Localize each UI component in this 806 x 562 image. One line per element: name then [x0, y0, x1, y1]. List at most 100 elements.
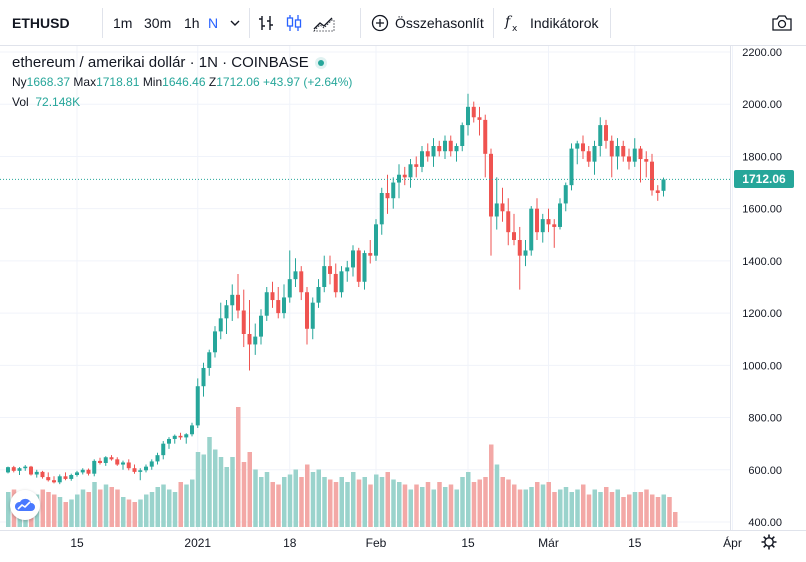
close-label: Z — [208, 75, 217, 89]
volume-bar — [259, 477, 264, 527]
area-chart-icon — [313, 17, 335, 32]
candle-body — [224, 305, 229, 319]
candle-body — [270, 292, 275, 301]
candle-body — [420, 151, 424, 167]
volume-bar — [448, 484, 454, 527]
time-tick-label: Ápr — [723, 535, 742, 550]
interval-30m-button[interactable]: 30m — [144, 15, 172, 31]
candle-body — [627, 156, 631, 162]
candle-body — [408, 164, 413, 178]
volume-bar — [466, 472, 471, 527]
candles-icon — [286, 15, 302, 31]
volume-bar — [264, 472, 270, 527]
toolbar-divider — [493, 8, 494, 38]
volume-legend: Vol 72.148K — [12, 95, 352, 109]
chart-legend: ethereum / amerikai dollár · 1N · COINBA… — [12, 54, 352, 109]
candle-body — [333, 273, 338, 293]
volume-bar — [351, 472, 356, 527]
low-label: Min — [142, 75, 163, 89]
candle-body — [558, 203, 562, 227]
volume-bar — [425, 482, 431, 527]
candle-body — [23, 466, 28, 469]
toolbar-divider — [610, 8, 611, 38]
candle-body — [368, 253, 373, 256]
candle-body — [236, 294, 240, 311]
volume-bar — [644, 489, 649, 527]
symbol-search-button[interactable]: ETHUSD — [12, 15, 70, 31]
interval-day-button[interactable]: N — [208, 15, 219, 31]
volume-bar — [598, 492, 603, 527]
price-tick-label: 1200.00 — [742, 308, 782, 320]
candle-body — [356, 250, 361, 282]
candle-body — [282, 297, 286, 314]
candle-body — [259, 315, 263, 337]
volume-bar — [333, 482, 339, 527]
candle-body — [477, 117, 482, 120]
volume-bar — [149, 492, 155, 527]
volume-bar — [609, 492, 615, 527]
volume-bar — [126, 499, 132, 527]
volume-bar — [661, 494, 666, 527]
volume-bar — [368, 484, 373, 527]
tradingview-logo[interactable] — [10, 490, 40, 520]
candle-body — [339, 271, 344, 293]
candle-body — [661, 179, 666, 191]
candle-body — [310, 302, 315, 329]
candle-body — [98, 460, 102, 463]
candle-body — [615, 146, 620, 157]
volume-bar — [305, 464, 310, 527]
candle-body — [385, 193, 390, 199]
candle-body — [512, 232, 516, 240]
candle-body — [586, 151, 591, 162]
ohlc-values: Ny1668.37 Max1718.81 Min1646.46 Z1712.06… — [12, 75, 352, 89]
candle-body — [506, 211, 511, 233]
candle-body — [109, 457, 114, 460]
volume-bar — [581, 484, 586, 527]
chart-settings-button[interactable] — [761, 534, 777, 550]
time-tick-label: Feb — [366, 536, 387, 550]
market-status-icon[interactable] — [314, 56, 327, 69]
price-tick-label: 1600.00 — [742, 204, 782, 216]
open-label: Ny — [12, 75, 27, 89]
time-tick-label: 15 — [70, 536, 84, 550]
candle-body — [529, 208, 534, 251]
volume-bar — [569, 492, 574, 527]
candle-body — [604, 125, 608, 141]
indicators-button[interactable]: f x Indikátorok — [504, 0, 598, 46]
current-price-label: 1712.06 — [734, 170, 794, 189]
price-tick-label: 1400.00 — [742, 256, 782, 268]
candle-style-button[interactable] — [284, 0, 304, 46]
area-style-button[interactable] — [312, 0, 336, 46]
gear-icon — [761, 534, 777, 550]
candle-body — [322, 266, 327, 287]
volume-bar — [218, 457, 224, 527]
candle-body — [190, 425, 194, 435]
volume-bar — [638, 492, 643, 527]
high-label: Max — [73, 75, 97, 89]
bar-style-button[interactable] — [256, 0, 276, 46]
top-toolbar: ETHUSD 1m 30m 1h N Összehasonlít — [0, 0, 806, 46]
interval-1m-button[interactable]: 1m — [113, 15, 133, 31]
candle-body — [494, 203, 499, 217]
volume-bar — [517, 489, 523, 527]
candle-body — [287, 279, 292, 298]
volume-bar — [247, 452, 252, 527]
volume-bar — [563, 487, 569, 527]
volume-bar — [667, 497, 672, 527]
price-tick-label: 1800.00 — [742, 151, 782, 163]
volume-bar — [650, 494, 655, 527]
candle-body — [161, 443, 166, 456]
interval-dropdown-button[interactable] — [229, 0, 241, 46]
interval-1h-button[interactable]: 1h — [184, 15, 200, 31]
candle-body — [609, 140, 614, 157]
candle-body — [425, 151, 430, 157]
snapshot-button[interactable] — [771, 0, 793, 46]
candle-body — [75, 472, 79, 475]
compare-button[interactable]: Összehasonlít — [371, 0, 484, 46]
volume-bar — [489, 444, 494, 527]
volume-bar — [184, 484, 189, 527]
candle-body — [575, 143, 580, 149]
volume-bar — [374, 474, 379, 527]
candle-body — [523, 250, 528, 256]
